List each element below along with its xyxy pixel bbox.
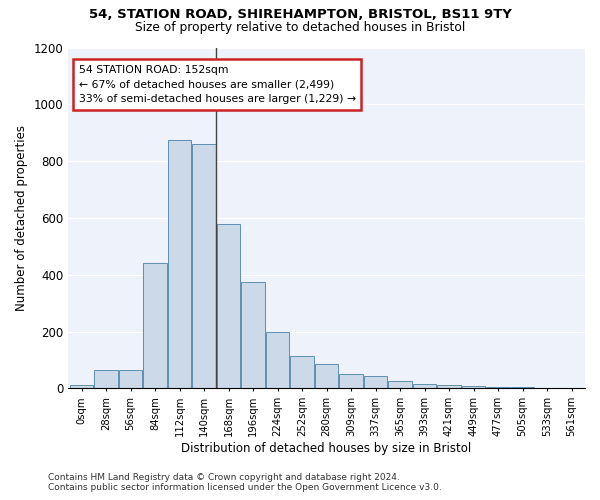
Bar — [119, 370, 142, 388]
Bar — [266, 332, 289, 388]
Bar — [462, 386, 485, 388]
Bar — [241, 282, 265, 389]
Bar — [70, 385, 93, 388]
X-axis label: Distribution of detached houses by size in Bristol: Distribution of detached houses by size … — [181, 442, 472, 455]
Bar — [290, 356, 314, 388]
Bar — [193, 144, 216, 388]
Bar — [143, 264, 167, 388]
Bar — [437, 385, 461, 388]
Bar — [413, 384, 436, 388]
Bar — [94, 370, 118, 388]
Bar — [487, 387, 509, 388]
Bar — [315, 364, 338, 388]
Bar — [340, 374, 363, 388]
Text: 54, STATION ROAD, SHIREHAMPTON, BRISTOL, BS11 9TY: 54, STATION ROAD, SHIREHAMPTON, BRISTOL,… — [89, 8, 511, 20]
Bar — [168, 140, 191, 388]
Text: Size of property relative to detached houses in Bristol: Size of property relative to detached ho… — [135, 21, 465, 34]
Y-axis label: Number of detached properties: Number of detached properties — [15, 125, 28, 311]
Text: 54 STATION ROAD: 152sqm
← 67% of detached houses are smaller (2,499)
33% of semi: 54 STATION ROAD: 152sqm ← 67% of detache… — [79, 64, 356, 104]
Bar — [217, 224, 240, 388]
Bar — [364, 376, 387, 388]
Bar — [388, 382, 412, 388]
Text: Contains HM Land Registry data © Crown copyright and database right 2024.
Contai: Contains HM Land Registry data © Crown c… — [48, 473, 442, 492]
